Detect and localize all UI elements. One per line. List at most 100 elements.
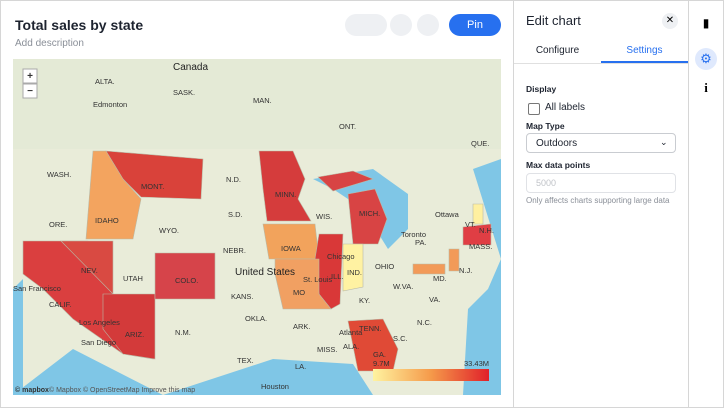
map-label: MAN. [253,96,272,105]
state[interactable] [262,223,320,260]
map-type-select[interactable] [526,133,676,153]
map-label: ILL. [331,272,344,281]
map-label: Los Angeles [79,318,120,327]
zoom-in[interactable] [22,68,38,84]
map-labels: Canada ALTA. SASK. Edmonton MAN. ONT. QUE. WASH… [13,62,494,391]
tab-indicator [601,61,688,63]
checkbox-label[interactable]: All labels [545,102,586,113]
map-label: San Diego [81,338,116,347]
pin-button[interactable]: Pin [449,14,501,36]
chart-title[interactable]: Total sales by state [15,17,144,33]
state[interactable] [258,150,312,222]
share-button[interactable] [390,14,412,36]
state[interactable] [102,293,156,360]
map-label: MISS. [317,345,337,354]
map-label: PA. [415,238,427,247]
map-label: Toronto [401,230,426,239]
map-label: NEV. [81,266,98,275]
state[interactable] [342,243,364,292]
map-label: IDAHO [95,216,119,225]
section-label: Display [526,84,557,94]
map-label: MICH. [359,209,380,218]
settings-icon[interactable]: ⚙ [695,48,717,70]
map-label: S.D. [228,210,243,219]
legend-max: 33.43M [464,359,489,368]
chart-toggle[interactable] [345,14,387,36]
map-label: MO [293,288,305,297]
map-label: Canada [173,62,208,73]
legend-bar [373,369,489,381]
map-label: N.H. [479,226,494,235]
map-label: WIS. [316,212,332,221]
tab[interactable]: Configure [535,45,580,56]
map-label: MONT. [141,182,164,191]
map-label: LA. [295,362,306,371]
state[interactable] [85,150,142,240]
field-label: Map Type [526,121,565,131]
map-label: Chicago [327,252,355,261]
zoom-out-label[interactable]: − [27,86,33,97]
map-label: IND. [347,268,362,277]
more-button[interactable] [417,14,439,36]
chart-card: Total sales by state Add description Pin [0,0,514,408]
chart-icon[interactable]: ▮ [702,16,710,30]
edit-panel: Edit chart ✕ Configure Settings Display … [514,0,688,408]
state[interactable] [274,258,332,310]
map-label: WYO. [159,226,179,235]
map-label: Ottawa [435,210,460,219]
state[interactable] [60,240,114,295]
gulf [163,359,373,395]
map-label: MINN. [275,190,296,199]
map-label: United States [235,267,295,278]
map-label: KANS. [231,292,254,301]
canada [13,59,501,149]
zoom-out[interactable] [22,83,38,99]
map-label: ALA. [343,342,359,351]
map[interactable]: + − Canada ALTA. SASK. Edmonton MAN. ONT. QUE.… [13,59,501,395]
info-icon[interactable]: i [704,80,708,95]
map-label: IOWA [281,244,301,253]
map-label: MD. [433,274,447,283]
map-label: VT. [465,220,476,229]
map-label: OHIO [375,262,394,271]
map-label: N.D. [226,175,241,184]
map-label: ORE. [49,220,67,229]
zoom-in-label[interactable]: + [27,71,33,82]
attribution[interactable]: © Mapbox © OpenStreetMap Improve this ma… [49,386,195,394]
ocean [13,279,163,395]
map-label: KY. [359,296,370,305]
state[interactable] [462,223,492,246]
checkbox[interactable] [528,103,540,115]
close-button[interactable]: ✕ [662,13,678,29]
chevron[interactable]: ⌄ [660,137,668,147]
map-label: Houston [261,382,289,391]
map-label: ALTA. [95,77,115,86]
state[interactable] [472,203,484,225]
select-value[interactable]: Outdoors [536,138,578,149]
divider [514,63,688,64]
map-label: COLO. [175,276,198,285]
map-label: GA. [373,350,386,359]
map-label: St. Louis [303,275,332,284]
map-label: N.M. [175,328,191,337]
tab[interactable]: Settings [626,45,663,56]
hint: Only affects charts supporting large dat… [526,196,670,205]
state[interactable] [412,248,460,275]
state[interactable] [347,318,399,372]
map-label: TEX. [237,356,254,365]
map-label: S.C. [393,334,408,343]
description[interactable]: Add description [15,38,84,49]
max-points-input[interactable] [526,173,676,193]
mapbox-logo[interactable]: © mapbox [15,386,49,394]
map-label: NEBR. [223,246,246,255]
map-label: VA. [429,295,441,304]
map-label: Edmonton [93,100,127,109]
icon-rail: ▮ ⚙ i [688,0,724,408]
map-label: TENN. [359,324,382,333]
state[interactable] [317,170,388,245]
map-label: ARIZ. [125,330,144,339]
placeholder[interactable]: 5000 [536,178,557,188]
state[interactable] [154,252,216,300]
map-label: ONT. [339,122,356,131]
